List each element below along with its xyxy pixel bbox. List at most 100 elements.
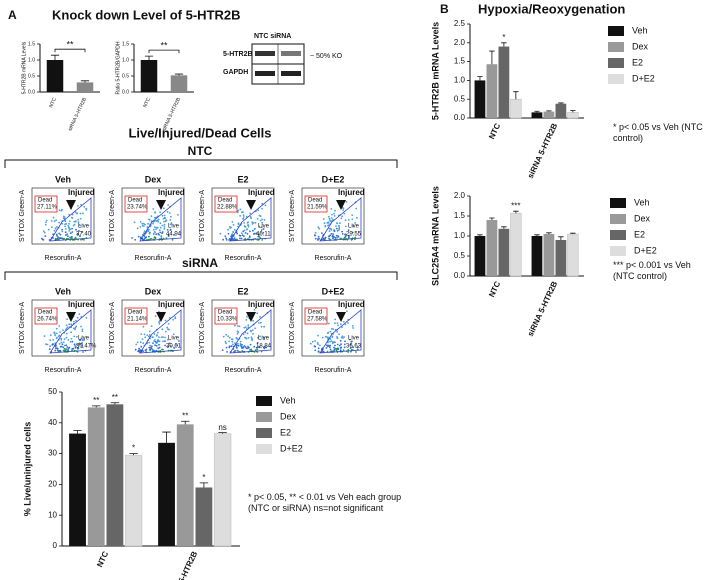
event-dot <box>356 346 359 349</box>
y-tick-label: 0.5 <box>454 94 466 103</box>
event-dot <box>167 235 170 238</box>
y-axis-label: Ratio 5-HTR2B/GAPDH <box>115 41 121 94</box>
event-dot <box>341 335 344 338</box>
event-dot <box>52 216 55 219</box>
event-dot <box>70 331 72 334</box>
event-dot <box>76 316 79 319</box>
gate-percent: 21.59% <box>307 205 328 211</box>
event-dot <box>349 338 351 341</box>
axis-label: Resorufin-A <box>135 255 172 262</box>
event-dot <box>165 330 167 333</box>
event-dot <box>85 208 88 211</box>
event-dot <box>242 346 245 349</box>
bar <box>543 234 555 276</box>
event-dot <box>237 223 240 226</box>
event-dot <box>67 339 70 341</box>
plot-title: Dex <box>145 174 162 184</box>
event-dot <box>233 237 236 240</box>
event-dot <box>328 227 331 230</box>
event-dot <box>153 340 156 343</box>
event-dot <box>342 207 344 209</box>
event-dot <box>62 329 64 331</box>
event-dot <box>222 238 225 241</box>
y-tick-label: 2.5 <box>454 19 466 28</box>
event-dot <box>63 338 66 340</box>
event-dot <box>329 340 331 343</box>
event-dot <box>160 237 163 240</box>
event-dot <box>328 346 331 349</box>
significance-label: * <box>502 33 505 42</box>
event-dot <box>74 236 77 239</box>
event-dot <box>244 232 247 234</box>
event-dot <box>245 319 248 321</box>
error-bar <box>162 431 171 443</box>
event-dot <box>344 219 347 222</box>
event-dot <box>61 228 63 231</box>
x-tick-label: siRNA 5-HTR2B <box>166 550 199 580</box>
injured-arrow <box>66 312 76 322</box>
axis-label: Resorufin-A <box>45 255 82 262</box>
event-dot <box>318 227 321 230</box>
error-bar <box>546 232 552 234</box>
event-dot <box>67 235 69 238</box>
error-bar <box>477 234 483 236</box>
event-dot <box>71 216 73 219</box>
blot-row-label: GAPDH <box>223 69 248 76</box>
legend-swatch <box>256 412 272 422</box>
live-gate <box>139 309 182 354</box>
event-dot <box>355 207 358 210</box>
event-dot <box>336 322 339 324</box>
event-dot <box>81 346 83 349</box>
event-dot <box>333 230 336 233</box>
event-dot <box>254 227 256 230</box>
event-dot <box>74 326 77 329</box>
event-dot <box>65 344 68 347</box>
event-dot <box>340 336 343 339</box>
event-dot <box>136 227 139 230</box>
event-dot <box>74 346 77 349</box>
event-dot <box>225 237 228 240</box>
event-dot <box>158 321 160 324</box>
gate-label: Live <box>258 224 270 230</box>
event-dot <box>143 333 146 336</box>
event-dot <box>178 340 180 342</box>
event-dot <box>340 343 342 346</box>
event-dot <box>85 317 88 319</box>
event-dot <box>59 233 62 236</box>
event-dot <box>155 233 158 236</box>
event-dot <box>168 342 171 345</box>
event-dot <box>57 349 59 352</box>
y-tick-label: 1.5 <box>122 41 129 47</box>
event-dot <box>168 212 171 214</box>
event-dot <box>257 336 259 339</box>
significance-label: ns <box>218 423 226 432</box>
error-bar <box>558 236 564 240</box>
plot-title: D+E2 <box>322 286 345 296</box>
event-dot <box>49 334 52 337</box>
event-dot <box>73 343 76 346</box>
group-bracket <box>4 271 398 280</box>
legend-swatch <box>256 428 272 438</box>
event-dot <box>253 345 256 348</box>
event-dot <box>75 319 77 322</box>
event-dot <box>354 222 356 224</box>
event-dot <box>144 336 147 339</box>
event-dot <box>58 325 61 327</box>
event-dot <box>243 225 246 227</box>
event-dot <box>65 336 68 339</box>
bar <box>195 487 213 546</box>
axis-label: Resorufin-A <box>225 367 262 374</box>
event-dot <box>79 212 82 215</box>
gate-label: Injured <box>248 188 275 197</box>
event-dot <box>156 334 158 337</box>
footnote: *** p< 0.001 vs Veh (NTC control) <box>613 260 691 281</box>
event-dot <box>326 350 329 353</box>
event-dot <box>80 337 83 340</box>
event-dot <box>261 239 264 241</box>
event-dot <box>131 237 134 239</box>
event-dot <box>250 336 253 339</box>
event-dot <box>60 237 62 240</box>
gate-label: Injured <box>68 188 95 197</box>
event-dot <box>158 336 160 339</box>
gate-percent: 30.47% <box>76 344 97 350</box>
